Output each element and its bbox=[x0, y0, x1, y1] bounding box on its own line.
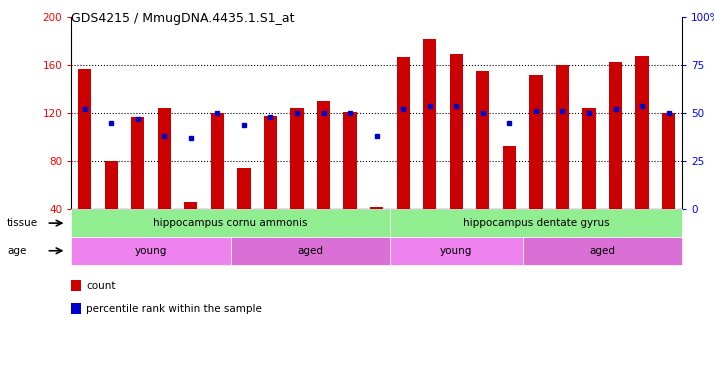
Text: count: count bbox=[86, 281, 116, 291]
Text: percentile rank within the sample: percentile rank within the sample bbox=[86, 304, 262, 314]
Text: aged: aged bbox=[297, 246, 323, 256]
Bar bbox=[523, 237, 682, 265]
Bar bbox=[71, 237, 231, 265]
Bar bbox=[184, 202, 198, 209]
Bar bbox=[423, 39, 436, 209]
Bar bbox=[450, 55, 463, 209]
Bar bbox=[291, 109, 303, 209]
Bar bbox=[583, 109, 595, 209]
Bar bbox=[131, 117, 144, 209]
Bar bbox=[78, 69, 91, 209]
Text: hippocampus dentate gyrus: hippocampus dentate gyrus bbox=[463, 218, 609, 228]
Text: hippocampus cornu ammonis: hippocampus cornu ammonis bbox=[154, 218, 308, 228]
Bar bbox=[370, 207, 383, 209]
Bar bbox=[609, 62, 622, 209]
Bar bbox=[158, 109, 171, 209]
Bar bbox=[317, 101, 330, 209]
Bar bbox=[555, 65, 569, 209]
Bar bbox=[476, 71, 489, 209]
Bar bbox=[529, 75, 543, 209]
Bar bbox=[71, 209, 390, 237]
Bar bbox=[211, 113, 224, 209]
Bar bbox=[237, 169, 251, 209]
Bar bbox=[343, 112, 357, 209]
Bar bbox=[396, 57, 410, 209]
Text: young: young bbox=[440, 246, 473, 256]
Bar bbox=[503, 146, 516, 209]
Bar bbox=[264, 116, 277, 209]
Text: aged: aged bbox=[589, 246, 615, 256]
Text: tissue: tissue bbox=[7, 218, 39, 228]
Text: age: age bbox=[7, 246, 26, 256]
Bar bbox=[104, 161, 118, 209]
Bar bbox=[635, 56, 649, 209]
Text: GDS4215 / MmugDNA.4435.1.S1_at: GDS4215 / MmugDNA.4435.1.S1_at bbox=[71, 12, 295, 25]
Bar bbox=[662, 113, 675, 209]
Bar bbox=[231, 237, 390, 265]
Bar bbox=[390, 237, 523, 265]
Text: young: young bbox=[135, 246, 167, 256]
Bar bbox=[390, 209, 682, 237]
